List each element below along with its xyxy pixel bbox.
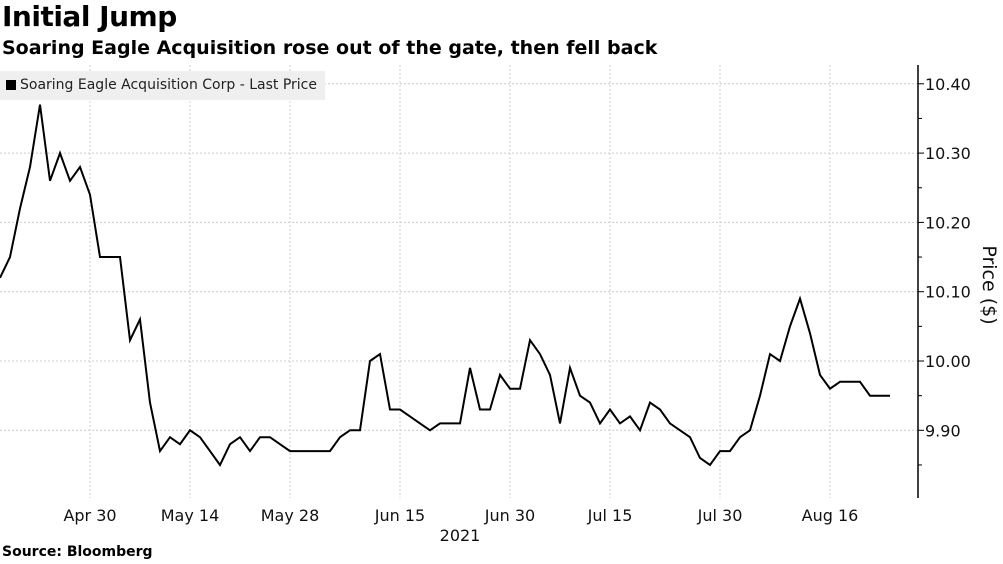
y-tick-label: 10.10 bbox=[925, 283, 971, 302]
y-tick-label: 10.40 bbox=[925, 75, 971, 94]
y-axis-title: Price ($) bbox=[978, 245, 1000, 324]
y-tick-label: 10.30 bbox=[925, 144, 971, 163]
y-tick-label: 10.00 bbox=[925, 352, 971, 371]
x-tick-label: Apr 30 bbox=[63, 506, 116, 525]
chart-title: Initial Jump bbox=[2, 0, 177, 33]
chart-subtitle: Soaring Eagle Acquisition rose out of th… bbox=[2, 37, 658, 59]
legend: Soaring Eagle Acquisition Corp - Last Pr… bbox=[0, 71, 325, 100]
x-tick-label: Jul 15 bbox=[587, 506, 633, 525]
x-tick-label: Aug 16 bbox=[802, 506, 859, 525]
x-axis-year-label: 2021 bbox=[440, 526, 481, 545]
price-line bbox=[0, 104, 890, 467]
x-tick-label: Jul 30 bbox=[697, 506, 743, 525]
legend-swatch bbox=[6, 80, 16, 90]
x-tick-label: Jun 15 bbox=[374, 506, 425, 525]
y-tick-label: 9.90 bbox=[925, 421, 961, 440]
legend-label: Soaring Eagle Acquisition Corp - Last Pr… bbox=[20, 77, 317, 93]
x-tick-label: Jun 30 bbox=[484, 506, 535, 525]
source-note: Source: Bloomberg bbox=[2, 544, 153, 560]
x-tick-label: May 14 bbox=[161, 506, 220, 525]
x-tick-label: May 28 bbox=[261, 506, 320, 525]
y-tick-label: 10.20 bbox=[925, 213, 971, 232]
